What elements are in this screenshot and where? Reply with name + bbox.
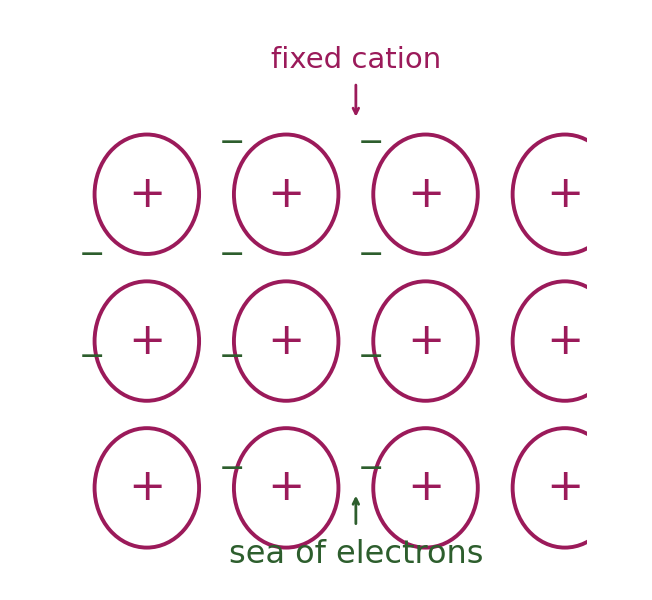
Text: —: — — [360, 458, 382, 478]
Text: —: — — [360, 132, 382, 152]
Text: +: + — [546, 466, 584, 509]
Text: +: + — [407, 466, 444, 509]
Text: —: — — [81, 244, 103, 264]
Ellipse shape — [95, 134, 199, 254]
Text: +: + — [267, 320, 305, 362]
Text: +: + — [407, 320, 444, 362]
Ellipse shape — [234, 134, 338, 254]
Ellipse shape — [95, 428, 199, 548]
Text: —: — — [220, 244, 243, 264]
Ellipse shape — [512, 428, 617, 548]
Text: +: + — [128, 466, 166, 509]
Text: +: + — [267, 466, 305, 509]
Text: +: + — [128, 320, 166, 362]
Ellipse shape — [234, 428, 338, 548]
Text: —: — — [220, 346, 243, 366]
Text: —: — — [360, 244, 382, 264]
Text: +: + — [546, 173, 584, 216]
Ellipse shape — [95, 281, 199, 401]
Text: fixed cation: fixed cation — [271, 46, 441, 74]
Text: +: + — [546, 320, 584, 362]
Ellipse shape — [234, 281, 338, 401]
Ellipse shape — [512, 281, 617, 401]
Text: —: — — [81, 346, 103, 366]
Text: sea of electrons: sea of electrons — [229, 539, 483, 570]
Ellipse shape — [374, 281, 478, 401]
Text: —: — — [360, 346, 382, 366]
Ellipse shape — [374, 134, 478, 254]
Text: —: — — [220, 132, 243, 152]
Text: +: + — [407, 173, 444, 216]
Text: +: + — [128, 173, 166, 216]
Ellipse shape — [374, 428, 478, 548]
Text: —: — — [220, 458, 243, 478]
Ellipse shape — [512, 134, 617, 254]
Text: +: + — [267, 173, 305, 216]
